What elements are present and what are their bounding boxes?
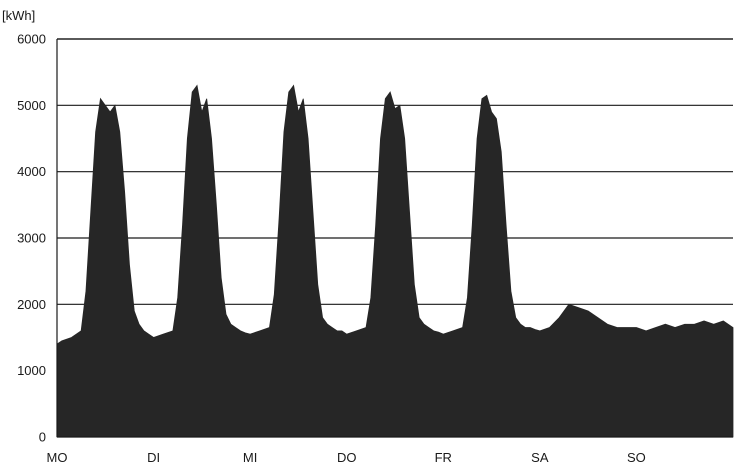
y-tick-label-3000: 3000	[17, 231, 46, 246]
y-axis-unit-label: [kWh]	[2, 8, 35, 23]
area-series	[56, 84, 734, 438]
y-tick-label-2000: 2000	[17, 297, 46, 312]
y-tick-label-6000: 6000	[17, 32, 46, 47]
y-tick-label-1000: 1000	[17, 363, 46, 378]
x-tick-label-sa: SA	[531, 450, 549, 465]
x-axis-ticks: MO DI MI DO FR SA SO	[47, 450, 646, 465]
plot-frame	[56, 38, 733, 438]
y-tick-label-4000: 4000	[17, 164, 46, 179]
x-tick-label-mo: MO	[47, 450, 68, 465]
x-tick-label-fr: FR	[435, 450, 452, 465]
x-tick-label-di: DI	[147, 450, 160, 465]
x-tick-label-mi: MI	[243, 450, 257, 465]
y-tick-label-0: 0	[39, 430, 46, 445]
y-axis-ticks: 0 1000 2000 3000 4000 5000 6000	[17, 32, 46, 445]
y-tick-label-5000: 5000	[17, 98, 46, 113]
area-series-0	[56, 84, 734, 438]
x-tick-label-so: SO	[627, 450, 646, 465]
x-tick-label-do: DO	[337, 450, 357, 465]
